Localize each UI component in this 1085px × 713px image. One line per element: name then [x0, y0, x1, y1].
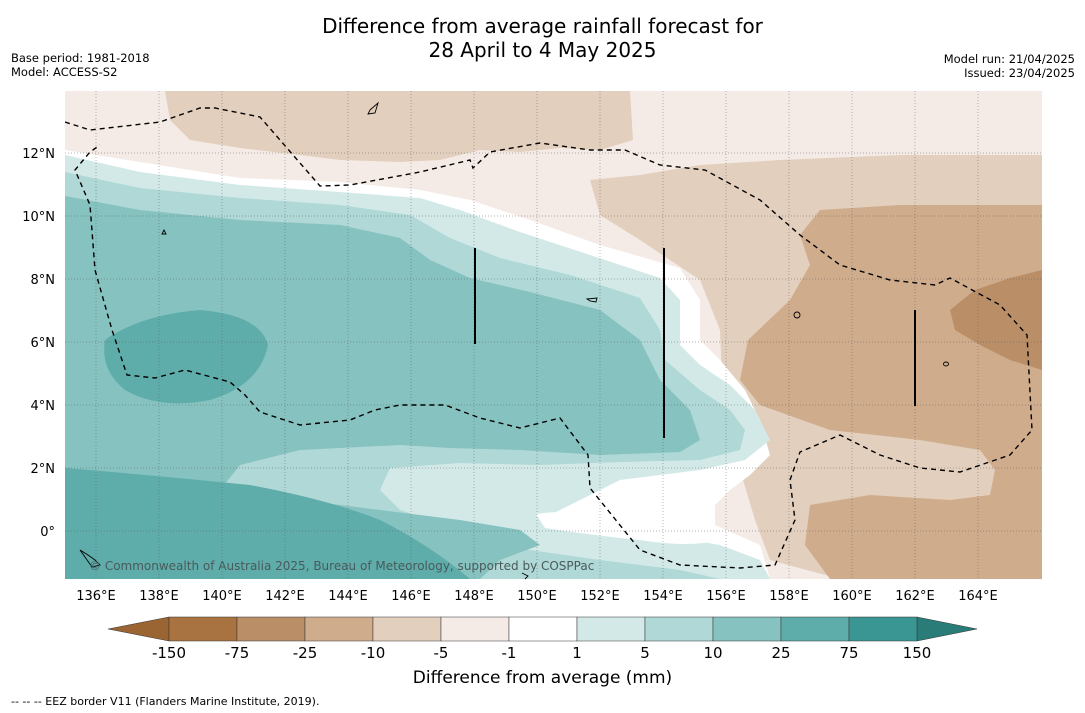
- colorbar-segment: [576, 616, 646, 642]
- lon-label: 158°E: [769, 589, 809, 604]
- colorbar-segment: [168, 616, 238, 642]
- dry-band-north: [165, 91, 633, 162]
- wet-core-southwest: [65, 468, 470, 579]
- longitude-labels: 136°E 138°E 140°E 142°E 144°E 146°E 148°…: [76, 589, 998, 604]
- model-info: Base period: 1981-2018 Model: ACCESS-S2: [11, 51, 150, 79]
- colorbar-extend-high: [916, 616, 978, 642]
- lon-label: 140°E: [202, 589, 242, 604]
- wet-core-west: [104, 310, 268, 404]
- lat-label: 10°N: [22, 210, 55, 225]
- run-info: Model run: 21/04/2025 Issued: 23/04/2025: [944, 52, 1075, 80]
- lon-label: 136°E: [76, 589, 116, 604]
- legend-title: Difference from average (mm): [412, 668, 673, 688]
- lon-label: 138°E: [139, 589, 179, 604]
- lon-label: 144°E: [328, 589, 368, 604]
- island-guam-region: [367, 101, 379, 115]
- lat-label: 6°N: [31, 336, 56, 351]
- colorbar-segment: [508, 616, 578, 642]
- lat-label: 12°N: [22, 147, 55, 162]
- colorbar-segment: [644, 616, 714, 642]
- island-chuuk: [585, 297, 598, 303]
- eez-footnote: -- -- -- EEZ border V11 (Flanders Marine…: [11, 695, 320, 708]
- title-line-1: Difference from average rainfall forecas…: [322, 14, 763, 38]
- colorbar-label: 1: [572, 644, 582, 662]
- colorbar-segment: [304, 616, 374, 642]
- gridlines: [65, 91, 1042, 579]
- colorbar-segment: [236, 616, 306, 642]
- colorbar-segment: [780, 616, 850, 642]
- latitude-labels: 12°N 10°N 8°N 6°N 4°N 2°N 0°: [22, 147, 55, 540]
- near-normal-patch-south: [536, 511, 720, 544]
- island-pohnpei: [793, 311, 801, 319]
- lon-label: 156°E: [706, 589, 746, 604]
- colorbar-label: 75: [839, 644, 858, 662]
- lon-label: 162°E: [895, 589, 935, 604]
- island-kosrae: [943, 361, 949, 367]
- lon-label: 164°E: [958, 589, 998, 604]
- colorbar-segments: [168, 616, 918, 642]
- island-yap: [161, 228, 167, 235]
- eez-vertical-lines: [474, 248, 916, 438]
- colorbar-segment: [848, 616, 918, 642]
- eez-border: [65, 107, 1033, 569]
- lon-label: 154°E: [643, 589, 683, 604]
- rainfall-anomaly-field: [65, 91, 1042, 579]
- lon-label: 160°E: [832, 589, 872, 604]
- copyright-note: © Commonwealth of Australia 2025, Bureau…: [89, 559, 594, 573]
- island-png-east: [521, 572, 529, 580]
- lon-label: 150°E: [517, 589, 557, 604]
- colorbar-label: -5: [434, 644, 449, 662]
- dry-region-east-strong: [950, 270, 1042, 370]
- lon-label: 142°E: [265, 589, 305, 604]
- colorbar-label: -25: [293, 644, 318, 662]
- base-period: Base period: 1981-2018: [11, 51, 150, 65]
- lat-label: 4°N: [31, 399, 56, 414]
- colorbar-label: -75: [225, 644, 250, 662]
- island-png-north: [79, 549, 101, 568]
- map-title: Difference from average rainfall forecas…: [0, 14, 1085, 62]
- issued-date: Issued: 23/04/2025: [964, 66, 1075, 80]
- colorbar-label: -150: [152, 644, 186, 662]
- colorbar-label: 5: [640, 644, 650, 662]
- colorbar-label: -10: [361, 644, 386, 662]
- colorbar-segment: [440, 616, 510, 642]
- lat-label: 2°N: [31, 462, 56, 477]
- colorbar-label: -1: [502, 644, 517, 662]
- colorbar-label: 150: [903, 644, 932, 662]
- lon-label: 148°E: [454, 589, 494, 604]
- title-line-2: 28 April to 4 May 2025: [428, 38, 657, 62]
- model-run: Model run: 21/04/2025: [943, 52, 1075, 66]
- colorbar-label: 25: [771, 644, 790, 662]
- colorbar-label: 10: [703, 644, 722, 662]
- lon-label: 146°E: [391, 589, 431, 604]
- lat-label: 8°N: [31, 273, 56, 288]
- model-name: Model: ACCESS-S2: [11, 65, 118, 79]
- colorbar-extend-low: [107, 616, 170, 642]
- colorbar-labels: -150 -75 -25 -10 -5 -1 1 5 10 25 75 150: [152, 644, 931, 662]
- lat-label: 0°: [40, 525, 55, 540]
- lon-label: 152°E: [580, 589, 620, 604]
- colorbar: -150 -75 -25 -10 -5 -1 1 5 10 25 75 150: [107, 616, 978, 662]
- colorbar-segment: [712, 616, 782, 642]
- islands: [79, 101, 949, 580]
- colorbar-segment: [372, 616, 442, 642]
